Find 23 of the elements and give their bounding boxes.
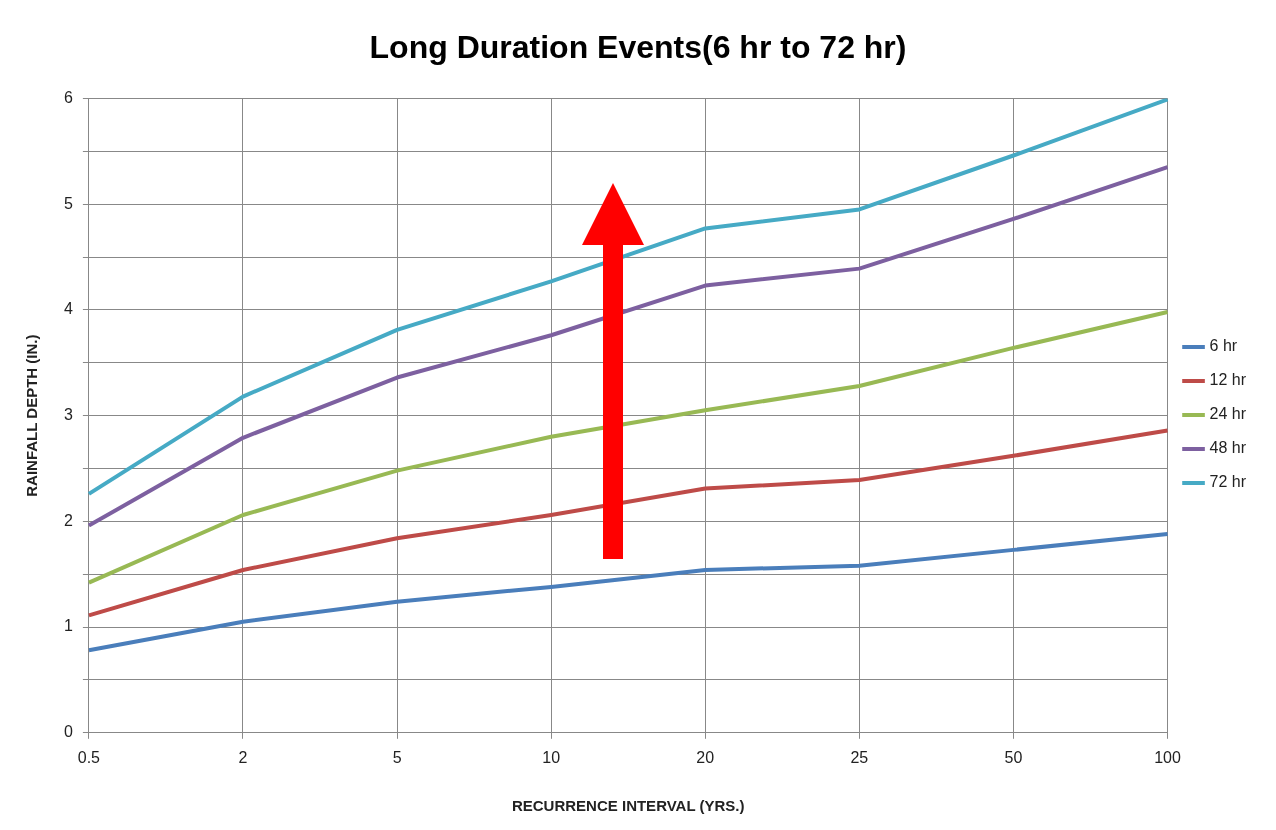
- legend-label: 48 hr: [1209, 439, 1247, 457]
- y-axis-title: RAINFALL DEPTH (IN.): [23, 334, 41, 497]
- y-tick-label: 6: [63, 88, 73, 106]
- legend-label: 6 hr: [1209, 337, 1238, 355]
- chart-title: Long Duration Events(6 hr to 72 hr): [369, 29, 907, 66]
- x-tick-label: 20: [696, 748, 715, 766]
- legend-label: 72 hr: [1209, 473, 1247, 491]
- x-tick-label: 25: [850, 748, 869, 766]
- x-tick-label: 50: [1004, 748, 1023, 766]
- x-tick-label: 5: [392, 748, 402, 766]
- y-tick-label: 3: [63, 406, 73, 424]
- legend-label: 12 hr: [1209, 371, 1247, 389]
- x-axis-title: RECURRENCE INTERVAL (YRS.): [511, 797, 745, 815]
- y-tick-label: 5: [63, 194, 73, 212]
- x-tick-label: 10: [542, 748, 561, 766]
- legend-label: 24 hr: [1209, 405, 1247, 423]
- y-tick-label: 0: [63, 723, 73, 741]
- x-tick-label: 0.5: [77, 748, 101, 766]
- x-tick-label: 100: [1154, 748, 1181, 766]
- y-tick-label: 1: [63, 617, 73, 635]
- y-tick-label: 2: [63, 511, 73, 529]
- y-tick-label: 4: [63, 300, 73, 318]
- x-tick-label: 2: [238, 748, 248, 766]
